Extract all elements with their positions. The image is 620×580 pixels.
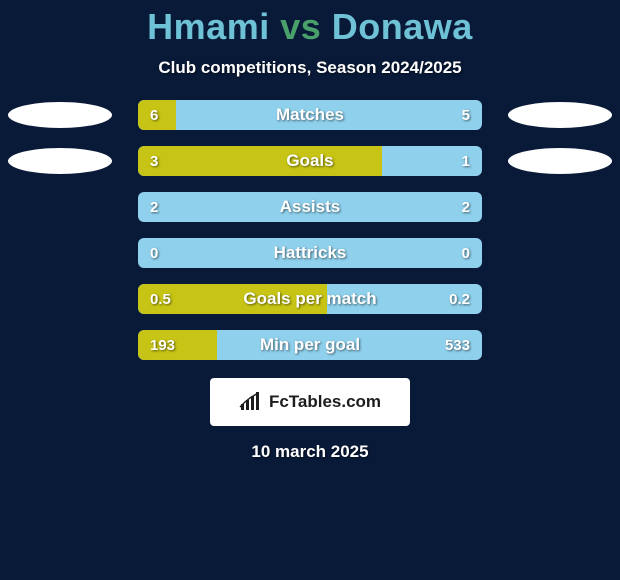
stat-bar: 6 5Matches [138,100,482,130]
bar-chart-icon [239,392,263,412]
date: 10 march 2025 [0,442,620,462]
stat-rows: 65Matches31Goals22Assists00Hattricks0.50… [0,100,620,360]
bar-fill-left [138,146,382,176]
fctables-badge: FcTables.com [210,378,410,426]
spacer [8,332,112,358]
stat-value-left: 0.5 [150,284,171,314]
spacer [508,286,612,312]
stat-bar: 0 0Hattricks [138,238,482,268]
stat-row: 6 5Matches [0,100,620,130]
spacer [508,240,612,266]
stat-bar: 0.50.2Goals per match [138,284,482,314]
spacer [8,240,112,266]
spacer [508,332,612,358]
player2-badge [508,148,612,174]
subtitle: Club competitions, Season 2024/2025 [0,58,620,78]
stat-row: 193533Min per goal [0,330,620,360]
stat-bar: 193533Min per goal [138,330,482,360]
stat-row: 0 0Hattricks [0,238,620,268]
player2-badge [508,102,612,128]
comparison-card: Hmami vs Donawa Club competitions, Seaso… [0,0,620,580]
page-title: Hmami vs Donawa [0,0,620,48]
spacer [8,286,112,312]
stat-value-left: 2 [150,192,158,222]
spacer [8,194,112,220]
player2-name: Donawa [332,6,473,47]
stat-bar: 31Goals [138,146,482,176]
player1-name: Hmami [147,6,270,47]
stat-value-left: 3 [150,146,158,176]
stat-value-right: 0 [462,238,470,268]
logo-row: FcTables.com [0,378,620,426]
stat-label: Matches [138,100,482,130]
spacer [508,194,612,220]
stat-value-right: 2 [462,192,470,222]
stat-label: Assists [138,192,482,222]
stat-value-right: 1 [462,146,470,176]
stat-bar: 2 2Assists [138,192,482,222]
stat-row: 0.50.2Goals per match [0,284,620,314]
stat-label: Hattricks [138,238,482,268]
stat-row: 2 2Assists [0,192,620,222]
stat-value-right: 5 [462,100,470,130]
logo-text: FcTables.com [269,392,381,412]
stat-value-right: 533 [445,330,470,360]
vs-separator: vs [280,6,321,47]
stat-row: 31Goals [0,146,620,176]
stat-value-right: 0.2 [449,284,470,314]
stat-value-left: 0 [150,238,158,268]
stat-value-left: 193 [150,330,175,360]
player1-badge [8,102,112,128]
stat-value-left: 6 [150,100,158,130]
player1-badge [8,148,112,174]
